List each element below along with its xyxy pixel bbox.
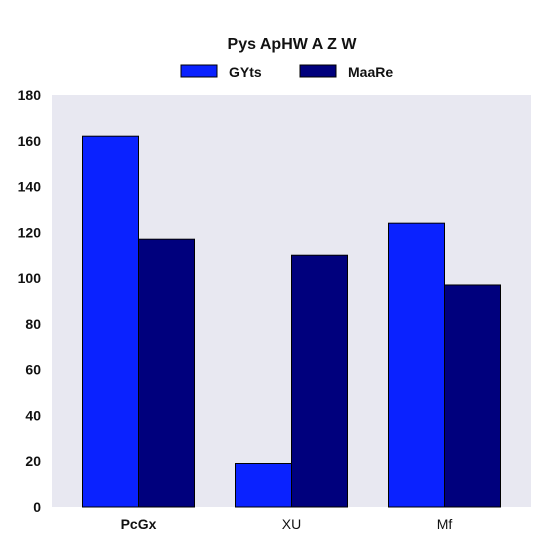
x-tick-label: XU [282, 516, 301, 532]
y-tick-label: 160 [18, 133, 42, 149]
bar-maare-mf [444, 284, 501, 508]
legend-swatch-maare [299, 64, 337, 78]
x-axis: PcGx XU Mf [121, 516, 453, 532]
y-tick-label: 40 [25, 407, 41, 423]
bars [82, 135, 501, 508]
y-tick-label: 140 [18, 179, 42, 195]
x-tick-label: Mf [437, 516, 453, 532]
y-tick-label: 80 [25, 316, 41, 332]
chart-title: Pys ApHW A Z W [228, 36, 358, 53]
x-tick-label: PcGx [121, 516, 157, 532]
bar-gyts-pcgx [82, 135, 139, 508]
legend-swatch-gyts [180, 64, 218, 78]
y-tick-label: 60 [25, 362, 41, 378]
legend-label-maare: MaaRe [348, 64, 393, 80]
bar-maare-xu [291, 254, 348, 508]
y-tick-label: 180 [18, 87, 42, 103]
y-tick-label: 120 [18, 224, 42, 240]
y-axis: 0 20 40 60 80 100 120 140 160 180 [18, 87, 42, 515]
y-tick-label: 20 [25, 453, 41, 469]
bar-gyts-mf [388, 222, 445, 508]
bar-maare-pcgx [138, 238, 195, 508]
legend: GYts MaaRe [180, 64, 393, 80]
y-tick-label: 0 [33, 499, 41, 515]
legend-label-gyts: GYts [229, 64, 262, 80]
bar-gyts-xu [235, 463, 292, 508]
y-tick-label: 100 [18, 270, 42, 286]
